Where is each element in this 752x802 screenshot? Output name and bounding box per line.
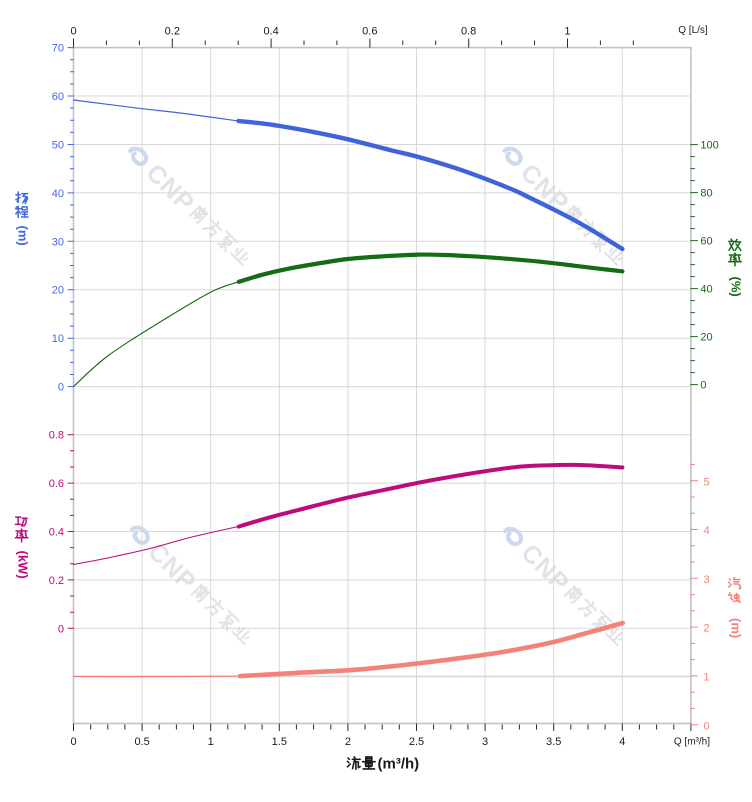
- svg-text:5: 5: [704, 476, 710, 488]
- svg-text:0: 0: [58, 623, 64, 635]
- svg-text:3: 3: [704, 574, 710, 586]
- svg-text:Q [m³/h]: Q [m³/h]: [674, 737, 710, 748]
- svg-text:80: 80: [700, 188, 712, 200]
- svg-text:10: 10: [52, 333, 64, 345]
- svg-text:3.5: 3.5: [546, 736, 561, 748]
- svg-text:(%): (%): [729, 277, 744, 297]
- svg-text:2: 2: [704, 623, 710, 635]
- svg-text:0.6: 0.6: [49, 478, 64, 490]
- svg-text:2.5: 2.5: [409, 736, 424, 748]
- svg-text:60: 60: [52, 91, 64, 103]
- svg-text:20: 20: [52, 285, 64, 297]
- svg-text:60: 60: [700, 236, 712, 248]
- svg-text:4: 4: [619, 736, 625, 748]
- svg-text:40: 40: [52, 188, 64, 200]
- svg-text:0.2: 0.2: [165, 26, 180, 38]
- svg-text:0.6: 0.6: [362, 26, 377, 38]
- svg-text:20: 20: [700, 332, 712, 344]
- svg-text:Q [L/s]: Q [L/s]: [678, 25, 708, 36]
- svg-text:0.4: 0.4: [49, 527, 64, 539]
- svg-text:1.5: 1.5: [272, 736, 287, 748]
- svg-text:(m): (m): [16, 226, 31, 246]
- svg-text:3: 3: [482, 736, 488, 748]
- svg-text:0: 0: [704, 720, 710, 732]
- svg-text:1: 1: [564, 26, 570, 38]
- svg-text:0: 0: [700, 380, 706, 392]
- svg-text:0: 0: [58, 382, 64, 394]
- svg-text:0.5: 0.5: [134, 736, 149, 748]
- svg-text:0: 0: [70, 736, 76, 748]
- svg-text:1: 1: [704, 672, 710, 684]
- svg-text:(m³/h): (m³/h): [378, 755, 420, 772]
- svg-text:0.4: 0.4: [263, 26, 278, 38]
- svg-text:30: 30: [52, 236, 64, 248]
- svg-text:(m): (m): [728, 618, 743, 638]
- svg-text:70: 70: [52, 43, 64, 55]
- svg-text:4: 4: [704, 525, 710, 537]
- svg-text:0.8: 0.8: [461, 26, 476, 38]
- svg-text:1: 1: [208, 736, 214, 748]
- svg-text:(kW): (kW): [15, 551, 30, 579]
- svg-text:100: 100: [700, 140, 718, 152]
- svg-text:50: 50: [52, 140, 64, 152]
- svg-text:0.2: 0.2: [49, 575, 64, 587]
- svg-text:0: 0: [70, 26, 76, 38]
- svg-text:0.8: 0.8: [49, 430, 64, 442]
- svg-text:40: 40: [700, 284, 712, 296]
- svg-text:2: 2: [345, 736, 351, 748]
